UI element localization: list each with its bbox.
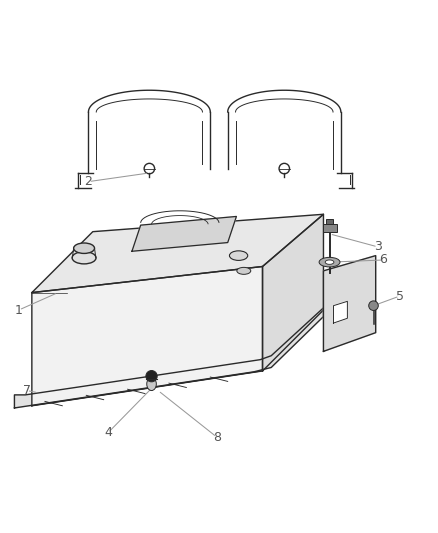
- Ellipse shape: [72, 252, 96, 264]
- Ellipse shape: [319, 257, 340, 267]
- Polygon shape: [132, 216, 237, 251]
- Text: 8: 8: [213, 431, 221, 443]
- Text: 3: 3: [374, 240, 382, 253]
- Text: 7: 7: [23, 384, 31, 397]
- Polygon shape: [323, 256, 376, 351]
- Polygon shape: [32, 214, 323, 293]
- Polygon shape: [14, 308, 323, 408]
- Polygon shape: [333, 301, 347, 323]
- Polygon shape: [32, 266, 262, 406]
- Circle shape: [369, 301, 378, 310]
- Text: 2: 2: [85, 175, 92, 188]
- Polygon shape: [262, 214, 323, 371]
- Ellipse shape: [230, 251, 248, 261]
- Text: 4: 4: [104, 426, 112, 439]
- Bar: [326, 220, 333, 224]
- Ellipse shape: [147, 377, 156, 391]
- Text: 6: 6: [380, 254, 388, 266]
- Ellipse shape: [237, 268, 251, 274]
- Bar: [322, 224, 336, 232]
- Ellipse shape: [325, 260, 334, 264]
- Circle shape: [146, 370, 157, 382]
- Ellipse shape: [74, 243, 95, 254]
- Text: 5: 5: [396, 289, 404, 303]
- Text: 1: 1: [15, 303, 23, 317]
